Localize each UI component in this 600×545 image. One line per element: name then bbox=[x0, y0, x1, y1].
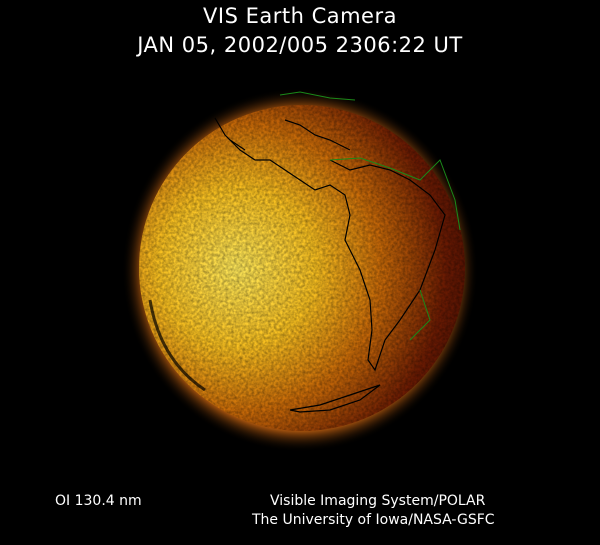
green-coastlines bbox=[279, 91, 461, 341]
credit-line-2: The University of Iowa/NASA-GSFC bbox=[252, 512, 495, 528]
credit-line-1: Visible Imaging System/POLAR bbox=[270, 493, 486, 509]
image-timestamp: JAN 05, 2002/005 2306:22 UT bbox=[137, 33, 463, 57]
image-title: VIS Earth Camera bbox=[203, 4, 397, 28]
texture-noise bbox=[139, 105, 465, 431]
wavelength-label: OI 130.4 nm bbox=[55, 493, 142, 509]
coastlines bbox=[214, 117, 446, 413]
limb-shadow bbox=[148, 299, 206, 392]
